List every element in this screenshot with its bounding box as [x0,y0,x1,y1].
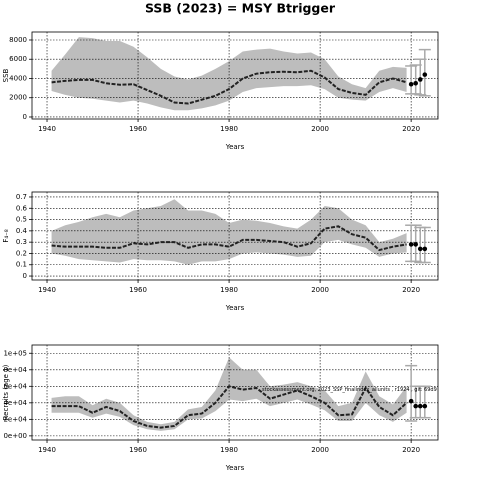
x-tick-label: 1940 [38,125,56,133]
x-tick-label: 2000 [311,125,329,133]
forecast-point [413,80,418,86]
y-tick-label: 0.5 [16,216,27,224]
x-tick-label: 1980 [220,286,238,294]
y-tick-label: 2000 [9,94,27,102]
plot-frame [31,31,439,120]
y-tick-label: 0.1 [16,261,27,269]
x-tick-label: 1960 [129,125,147,133]
confidence-band [51,37,407,111]
x-axis-label: Years [225,304,245,312]
y-tick-label: 0.4 [16,227,28,235]
plot-frame [31,344,439,441]
estimate-line [51,385,408,429]
estimate-line [51,69,407,105]
y-tick-label: 6000 [9,55,27,63]
y-tick-label: 0e+00 [3,432,27,440]
x-tick-label: 2020 [402,446,420,454]
y-tick-label: 4e+04 [3,399,27,407]
x-tick-label: 1940 [38,286,56,294]
y-tick-label: 0.2 [16,249,27,257]
y-axis-label: SSB [2,68,10,82]
y-tick-label: 0 [23,272,27,280]
y-tick-label: 2e+04 [3,415,27,423]
x-tick-label: 1960 [129,286,147,294]
x-tick-label: 1980 [220,446,238,454]
chart-title: SSB (2023) = MSY Btrigger [145,1,336,16]
forecast-point [408,81,414,87]
forecast-point [422,246,428,252]
forecast-point [422,403,428,409]
y-tick-label: 8000 [9,36,27,44]
forecast-point [413,242,418,247]
forecast-point [408,242,414,247]
y-tick-label: 0.6 [16,204,28,212]
x-axis-label: Years [225,464,245,472]
y-tick-label: 0.7 [16,193,27,201]
annotation: stockassessment.org, 2023_SSP_finalindex… [262,387,437,393]
forecast-point [413,403,418,409]
x-tick-label: 2020 [402,125,420,133]
y-tick-label: 8e+04 [3,366,27,374]
forecast-point [417,403,423,409]
x-tick-label: 1940 [38,446,56,454]
forecast-point [417,77,423,82]
y-axis-label: F₄₋₈ [2,229,10,243]
x-tick-label: 1980 [220,125,238,133]
x-tick-label: 2000 [311,446,329,454]
y-tick-label: 4000 [9,74,27,82]
forecast-point [417,246,423,252]
plot-frame [31,191,439,281]
y-tick-label: 1e+05 [3,349,27,357]
y-tick-label: 6e+04 [3,382,27,390]
x-tick-label: 2000 [311,286,329,294]
x-tick-label: 2020 [402,286,420,294]
x-axis-label: Years [225,143,245,151]
forecast-point [408,398,414,404]
y-tick-label: 0 [23,113,27,121]
y-tick-label: 0.3 [16,238,27,246]
x-tick-label: 1960 [129,446,147,454]
estimate-line [51,225,407,252]
y-axis-label: Recruits (age 1) [2,364,10,420]
forecast-point [422,72,428,77]
